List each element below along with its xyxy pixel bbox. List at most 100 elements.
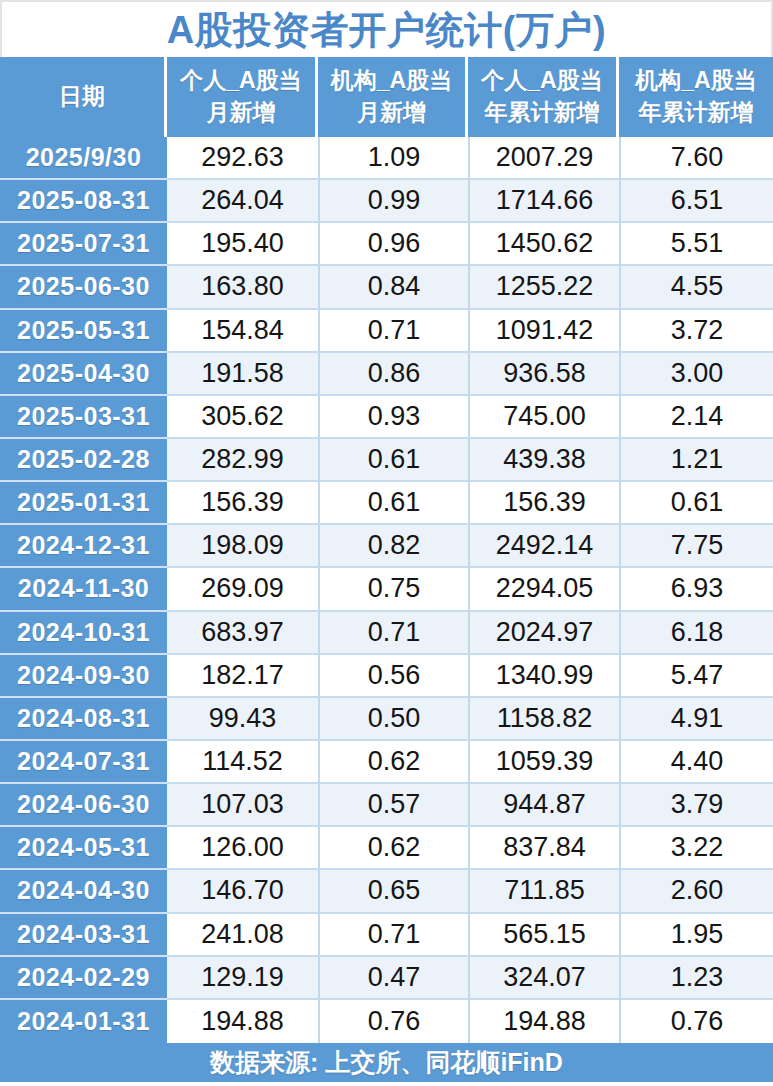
- table-row: 2024-04-30146.700.65711.852.60: [0, 870, 773, 913]
- value-cell: 2294.05: [468, 568, 619, 611]
- value-cell: 565.15: [468, 914, 619, 957]
- value-cell: 3.22: [619, 827, 773, 870]
- value-cell: 7.75: [619, 525, 773, 568]
- date-cell: 2024-08-31: [0, 698, 167, 741]
- value-cell: 1091.42: [468, 310, 619, 353]
- value-cell: 292.63: [167, 137, 318, 180]
- value-cell: 1.21: [619, 439, 773, 482]
- value-cell: 837.84: [468, 827, 619, 870]
- value-cell: 0.71: [318, 310, 468, 353]
- table-row: 2024-09-30182.170.561340.995.47: [0, 655, 773, 698]
- date-cell: 2024-11-30: [0, 568, 167, 611]
- value-cell: 2007.29: [468, 137, 619, 180]
- table-row: 2025-06-30163.800.841255.224.55: [0, 266, 773, 309]
- table-row: 2024-10-31683.970.712024.976.18: [0, 612, 773, 655]
- date-cell: 2025-03-31: [0, 396, 167, 439]
- value-cell: 2.14: [619, 396, 773, 439]
- date-cell: 2025-07-31: [0, 223, 167, 266]
- table-row: 2025-01-31156.390.61156.390.61: [0, 482, 773, 525]
- value-cell: 305.62: [167, 396, 318, 439]
- value-cell: 0.75: [318, 568, 468, 611]
- value-cell: 0.61: [619, 482, 773, 525]
- value-cell: 0.65: [318, 870, 468, 913]
- value-cell: 0.62: [318, 741, 468, 784]
- value-cell: 156.39: [167, 482, 318, 525]
- value-cell: 0.71: [318, 612, 468, 655]
- value-cell: 1714.66: [468, 180, 619, 223]
- value-cell: 0.86: [318, 353, 468, 396]
- value-cell: 107.03: [167, 784, 318, 827]
- value-cell: 146.70: [167, 870, 318, 913]
- value-cell: 194.88: [468, 1000, 619, 1043]
- table-row: 2024-12-31198.090.822492.147.75: [0, 525, 773, 568]
- table-row: 2025-02-28282.990.61439.381.21: [0, 439, 773, 482]
- date-cell: 2025-01-31: [0, 482, 167, 525]
- value-cell: 944.87: [468, 784, 619, 827]
- value-cell: 126.00: [167, 827, 318, 870]
- value-cell: 1340.99: [468, 655, 619, 698]
- value-cell: 439.38: [468, 439, 619, 482]
- table-row: 2024-11-30269.090.752294.056.93: [0, 568, 773, 611]
- table-row: 2025-08-31264.040.991714.666.51: [0, 180, 773, 223]
- value-cell: 2.60: [619, 870, 773, 913]
- value-cell: 163.80: [167, 266, 318, 309]
- value-cell: 191.58: [167, 353, 318, 396]
- date-cell: 2025-08-31: [0, 180, 167, 223]
- value-cell: 0.76: [318, 1000, 468, 1043]
- date-cell: 2024-03-31: [0, 914, 167, 957]
- value-cell: 1450.62: [468, 223, 619, 266]
- date-cell: 2025-02-28: [0, 439, 167, 482]
- date-cell: 2025-05-31: [0, 310, 167, 353]
- value-cell: 0.99: [318, 180, 468, 223]
- value-cell: 0.76: [619, 1000, 773, 1043]
- value-cell: 6.18: [619, 612, 773, 655]
- value-cell: 154.84: [167, 310, 318, 353]
- value-cell: 0.57: [318, 784, 468, 827]
- value-cell: 0.62: [318, 827, 468, 870]
- value-cell: 129.19: [167, 957, 318, 1000]
- value-cell: 6.51: [619, 180, 773, 223]
- value-cell: 1.23: [619, 957, 773, 1000]
- column-header-individual-monthly-new: 个人_A股当 月新增: [167, 57, 318, 137]
- date-cell: 2024-01-31: [0, 1000, 167, 1043]
- table-row: 2025-03-31305.620.93745.002.14: [0, 396, 773, 439]
- value-cell: 683.97: [167, 612, 318, 655]
- value-cell: 1059.39: [468, 741, 619, 784]
- date-cell: 2024-12-31: [0, 525, 167, 568]
- value-cell: 1255.22: [468, 266, 619, 309]
- value-cell: 99.43: [167, 698, 318, 741]
- date-cell: 2024-02-29: [0, 957, 167, 1000]
- value-cell: 0.56: [318, 655, 468, 698]
- data-source: 数据来源: 上交所、同花顺iFinD: [0, 1043, 773, 1082]
- value-cell: 269.09: [167, 568, 318, 611]
- value-cell: 5.47: [619, 655, 773, 698]
- date-cell: 2025-04-30: [0, 353, 167, 396]
- date-cell: 2025-06-30: [0, 266, 167, 309]
- value-cell: 156.39: [468, 482, 619, 525]
- value-cell: 3.72: [619, 310, 773, 353]
- value-cell: 1.95: [619, 914, 773, 957]
- value-cell: 0.50: [318, 698, 468, 741]
- value-cell: 282.99: [167, 439, 318, 482]
- value-cell: 324.07: [468, 957, 619, 1000]
- value-cell: 0.47: [318, 957, 468, 1000]
- value-cell: 711.85: [468, 870, 619, 913]
- column-header-individual-ytd-new: 个人_A股当 年累计新增: [468, 57, 619, 137]
- table-row: 2025-05-31154.840.711091.423.72: [0, 310, 773, 353]
- column-header-date: 日期: [0, 57, 167, 137]
- table-body: 2025/9/30292.631.092007.297.602025-08-31…: [0, 137, 773, 1043]
- value-cell: 3.00: [619, 353, 773, 396]
- value-cell: 4.40: [619, 741, 773, 784]
- date-cell: 2025/9/30: [0, 137, 167, 180]
- value-cell: 2492.14: [468, 525, 619, 568]
- value-cell: 0.61: [318, 482, 468, 525]
- date-cell: 2024-06-30: [0, 784, 167, 827]
- date-cell: 2024-09-30: [0, 655, 167, 698]
- table-row: 2025/9/30292.631.092007.297.60: [0, 137, 773, 180]
- date-cell: 2024-07-31: [0, 741, 167, 784]
- value-cell: 4.91: [619, 698, 773, 741]
- value-cell: 5.51: [619, 223, 773, 266]
- table-row: 2025-04-30191.580.86936.583.00: [0, 353, 773, 396]
- value-cell: 194.88: [167, 1000, 318, 1043]
- value-cell: 3.79: [619, 784, 773, 827]
